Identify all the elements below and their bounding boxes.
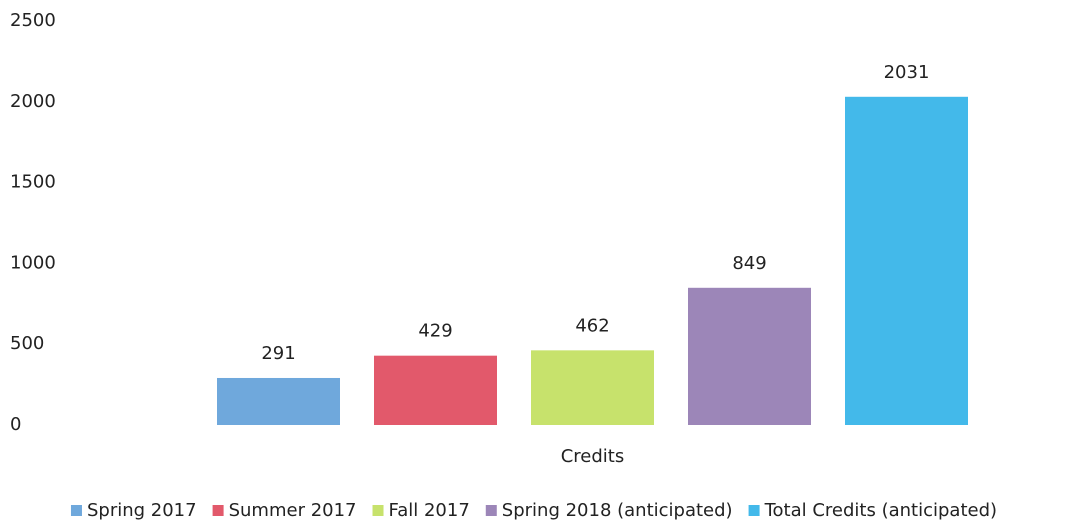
y-tick-label: 500 [10,333,44,354]
bar [688,287,811,425]
value-label: 462 [575,315,609,336]
legend-label: Summer 2017 [229,500,357,521]
bar [845,96,968,425]
legend-label: Total Credits (anticipated) [764,500,997,521]
legend-label: Fall 2017 [389,500,470,521]
y-tick-label: 2500 [10,10,56,31]
value-label: 291 [261,343,295,364]
y-tick-label: 2000 [10,91,56,112]
legend-swatch [70,505,82,516]
x-tick-label: Credits [561,446,625,467]
bar [217,377,340,425]
legend-swatch [212,505,224,516]
value-label: 2031 [884,62,930,83]
y-tick-label: 1000 [10,252,56,273]
legend-label: Spring 2017 [87,500,197,521]
bar [531,350,654,425]
legend-label: Spring 2018 (anticipated) [502,500,733,521]
legend-swatch [485,505,497,516]
value-label: 429 [418,321,452,342]
y-tick-label: 1500 [10,172,56,193]
legend-swatch [748,505,760,516]
y-tick-label: 0 [10,414,21,435]
bar [374,355,497,425]
value-label: 849 [732,253,766,274]
legend-swatch [372,505,384,516]
